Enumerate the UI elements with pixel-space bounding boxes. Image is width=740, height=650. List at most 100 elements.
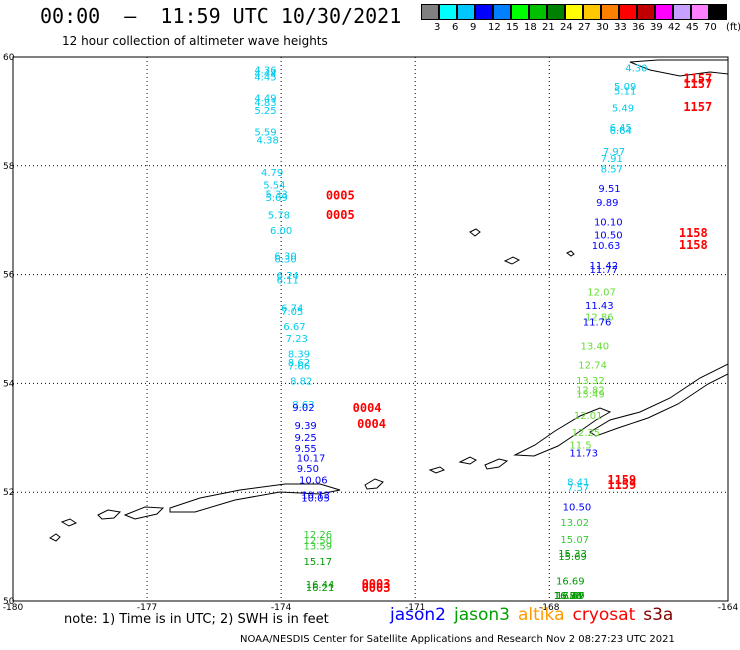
swh-value-label: 6.00 <box>270 226 292 237</box>
swh-value-label: 4.44 <box>254 69 276 80</box>
color-scale-unit: (ft) <box>726 22 740 33</box>
swh-value-label: 4.36 <box>254 65 276 76</box>
swh-value-label: 6.67 <box>283 322 305 333</box>
color-scale-swatch <box>583 4 601 20</box>
coastline-segment <box>169 483 341 513</box>
satellite-legend: jason2 jason3 altika cryosat s3a <box>390 605 681 625</box>
swh-value-label: 8.39 <box>288 349 310 360</box>
color-scale-label: 42 <box>668 22 681 33</box>
legend-entry-altika: altika <box>518 605 565 625</box>
swh-value-label: 8.41 <box>567 478 589 489</box>
color-scale-swatch <box>511 4 529 20</box>
swh-value-label: 9.39 <box>295 421 317 432</box>
swh-value-label: 8.62 <box>288 358 310 369</box>
legend-entry-jason2: jason2 <box>390 605 446 625</box>
swh-value-label: 7.05 <box>281 307 303 318</box>
data-labels: 4.364.444.45 4.494.835.25 5.594.38 4.79 5.54… <box>254 64 712 602</box>
coastline-segment <box>97 509 122 520</box>
swh-value-label: 16.84 <box>554 591 583 602</box>
pass-time-label: 1159 <box>607 473 636 487</box>
y-tick-label: 52 <box>3 488 14 498</box>
color-scale-swatch <box>475 4 493 20</box>
swh-value-label: 9.89 <box>596 198 618 209</box>
swh-value-label: 10.50 <box>563 503 592 514</box>
swh-value-label: 13.32 <box>576 376 605 387</box>
swh-value-label: 17.47 <box>556 591 585 602</box>
swh-value-label: 5.54 <box>263 181 285 192</box>
swh-value-label: 4.79 <box>261 168 283 179</box>
swh-value-label: 12.82 <box>576 386 605 397</box>
swh-value-label: 6.30 <box>274 255 296 266</box>
color-scale-swatch <box>439 4 457 20</box>
color-scale-label: 70 <box>704 22 717 33</box>
swh-value-label: 9.55 <box>295 444 317 455</box>
swh-value-label: 8.63 <box>292 400 314 411</box>
swh-value-label: 6.24 <box>277 271 299 282</box>
swh-value-label: 7.97 <box>603 147 625 158</box>
pass-time-label: 0003 <box>362 577 391 591</box>
swh-value-label: 16.69 <box>556 591 585 602</box>
y-tick-label: 54 <box>3 379 15 389</box>
coastline-segment <box>364 478 384 490</box>
swh-value-label: 10.17 <box>297 454 326 465</box>
color-scale-swatch <box>601 4 619 20</box>
swh-value-label: 5.49 <box>612 103 634 114</box>
color-scale-swatch <box>457 4 475 20</box>
coastline-segment <box>589 363 729 437</box>
swh-value-label: 11.77 <box>589 265 618 276</box>
swh-value-label: 16.93 <box>554 591 583 602</box>
swh-value-label: 15.17 <box>303 557 332 568</box>
coastline-segment <box>60 518 78 527</box>
color-scale-swatch <box>493 4 511 20</box>
swh-value-label: 13.59 <box>303 541 332 552</box>
swh-value-label: 7.57 <box>567 483 589 494</box>
pass-time-label: 0004 <box>357 417 386 431</box>
swh-value-label: 7.91 <box>601 154 623 165</box>
swh-value-label: 9.25 <box>295 433 317 444</box>
swh-value-label: 12.01 <box>574 411 603 422</box>
color-scale-swatch <box>673 4 691 20</box>
pass-time-label: 1158 <box>679 226 708 240</box>
swh-value-label: 5.59 <box>254 127 276 138</box>
swh-value-label: 6.64 <box>610 126 632 137</box>
coastline-segment <box>484 458 509 470</box>
x-tick-label: -164 <box>718 603 739 613</box>
swh-value-label: 11.43 <box>585 301 614 312</box>
swh-value-label: 6.45 <box>610 123 632 134</box>
pass-time-label: 1157 <box>683 77 712 91</box>
swh-value-label: 5.78 <box>268 211 290 222</box>
swh-value-label: 8.57 <box>601 164 623 175</box>
x-tick-label: -177 <box>137 603 157 613</box>
swh-value-label: 10.13 <box>301 491 330 502</box>
pass-time-label: 1158 <box>679 238 708 252</box>
swh-value-label: 11.73 <box>569 448 598 459</box>
pass-time-label: 0005 <box>326 189 355 203</box>
color-scale-swatch <box>691 4 709 20</box>
coastline-segment <box>566 250 575 257</box>
color-scale-swatch <box>565 4 583 20</box>
footer-note: note: 1) Time is in UTC; 2) SWH is in fe… <box>64 612 329 627</box>
swh-value-label: 4.45 <box>254 72 276 83</box>
swh-value-label: 4.30 <box>625 64 647 75</box>
pass-time-label: 1159 <box>607 478 636 492</box>
swh-value-label: 15.69 <box>558 552 587 563</box>
swh-value-label: 5.69 <box>265 193 287 204</box>
coastline-segment <box>49 533 61 542</box>
coastline-segment <box>503 256 521 265</box>
pass-time-label: 0004 <box>353 401 382 415</box>
swh-value-label: 11.42 <box>589 261 618 272</box>
chart-title: 00:00 — 11:59 UTC 10/30/2021 <box>40 4 402 28</box>
pass-time-label: 0005 <box>326 208 355 222</box>
color-scale-label: 18 <box>524 22 537 33</box>
swh-value-label: 16.69 <box>556 577 585 588</box>
pass-time-label: 0003 <box>362 581 391 595</box>
swh-value-label: 15.07 <box>560 535 589 546</box>
swh-value-label: 15.33 <box>558 549 587 560</box>
swh-value-label: 13.40 <box>581 342 610 353</box>
coastline-segment <box>123 506 165 520</box>
color-scale-label: 27 <box>578 22 591 33</box>
coastline-segment <box>458 456 477 465</box>
swh-value-label: 16.44 <box>306 580 335 591</box>
swh-value-label: 9.50 <box>297 464 319 475</box>
